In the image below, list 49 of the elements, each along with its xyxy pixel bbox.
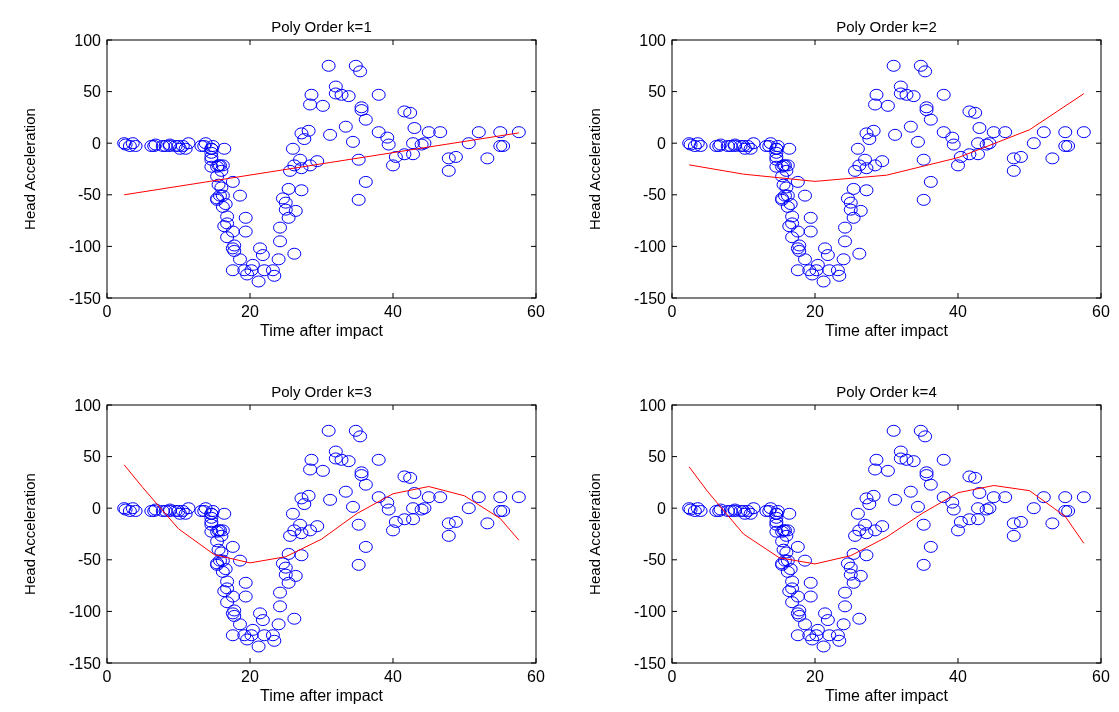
chart-title: Poly Order k=1 — [271, 18, 372, 35]
y-tick-label: -50 — [77, 186, 102, 204]
x-tick-label: 40 — [949, 668, 967, 685]
chart-title: Poly Order k=4 — [836, 383, 937, 400]
chart-title: Poly Order k=3 — [271, 383, 372, 400]
x-tick-label: 60 — [1092, 303, 1110, 320]
y-tick-label: -100 — [68, 238, 102, 255]
y-tick-label: 100 — [639, 396, 667, 414]
y-tick-label: 0 — [92, 134, 102, 152]
y-axis-title: Head Acceleration — [21, 108, 38, 230]
y-tick-label: 50 — [83, 448, 102, 466]
y-tick-label: -150 — [68, 289, 102, 307]
x-tick-label: 60 — [527, 668, 545, 685]
y-tick-label: 0 — [657, 134, 667, 152]
x-tick-label: 20 — [806, 668, 824, 685]
chart-title: Poly Order k=2 — [836, 18, 937, 35]
y-tick-label: -50 — [642, 186, 667, 204]
y-tick-label: 100 — [639, 31, 667, 49]
y-tick-label: 0 — [92, 499, 102, 517]
x-tick-label: 40 — [384, 303, 402, 320]
y-tick-label: 100 — [74, 31, 102, 49]
y-tick-label: 0 — [657, 499, 667, 517]
y-tick-label: -150 — [68, 654, 102, 672]
y-tick-label: -100 — [633, 603, 667, 620]
y-tick-label: -100 — [68, 603, 102, 620]
x-axis-title: Time after impact — [260, 687, 384, 704]
y-axis-title: Head Acceleration — [21, 473, 38, 595]
y-axis-title: Head Acceleration — [586, 473, 603, 595]
y-tick-label: -50 — [642, 551, 667, 569]
x-axis-title: Time after impact — [825, 687, 949, 704]
line-series — [688, 93, 1085, 182]
x-axis-title: Time after impact — [825, 322, 949, 339]
y-axis-title: Head Acceleration — [586, 108, 603, 230]
y-tick-label: 50 — [83, 83, 102, 101]
y-tick-label: -100 — [633, 238, 667, 255]
x-tick-label: 60 — [527, 303, 545, 320]
x-tick-label: 20 — [241, 668, 259, 685]
y-tick-label: 50 — [648, 83, 667, 101]
x-tick-label: 20 — [806, 303, 824, 320]
x-axis-title: Time after impact — [260, 322, 384, 339]
y-tick-label: -50 — [77, 551, 102, 569]
x-tick-label: 40 — [949, 303, 967, 320]
x-tick-label: 60 — [1092, 668, 1110, 685]
y-tick-label: 50 — [648, 448, 667, 466]
y-tick-label: -150 — [633, 654, 667, 672]
x-tick-label: 40 — [384, 668, 402, 685]
x-tick-label: 20 — [241, 303, 259, 320]
y-tick-label: -150 — [633, 289, 667, 307]
y-tick-label: 100 — [74, 396, 102, 414]
